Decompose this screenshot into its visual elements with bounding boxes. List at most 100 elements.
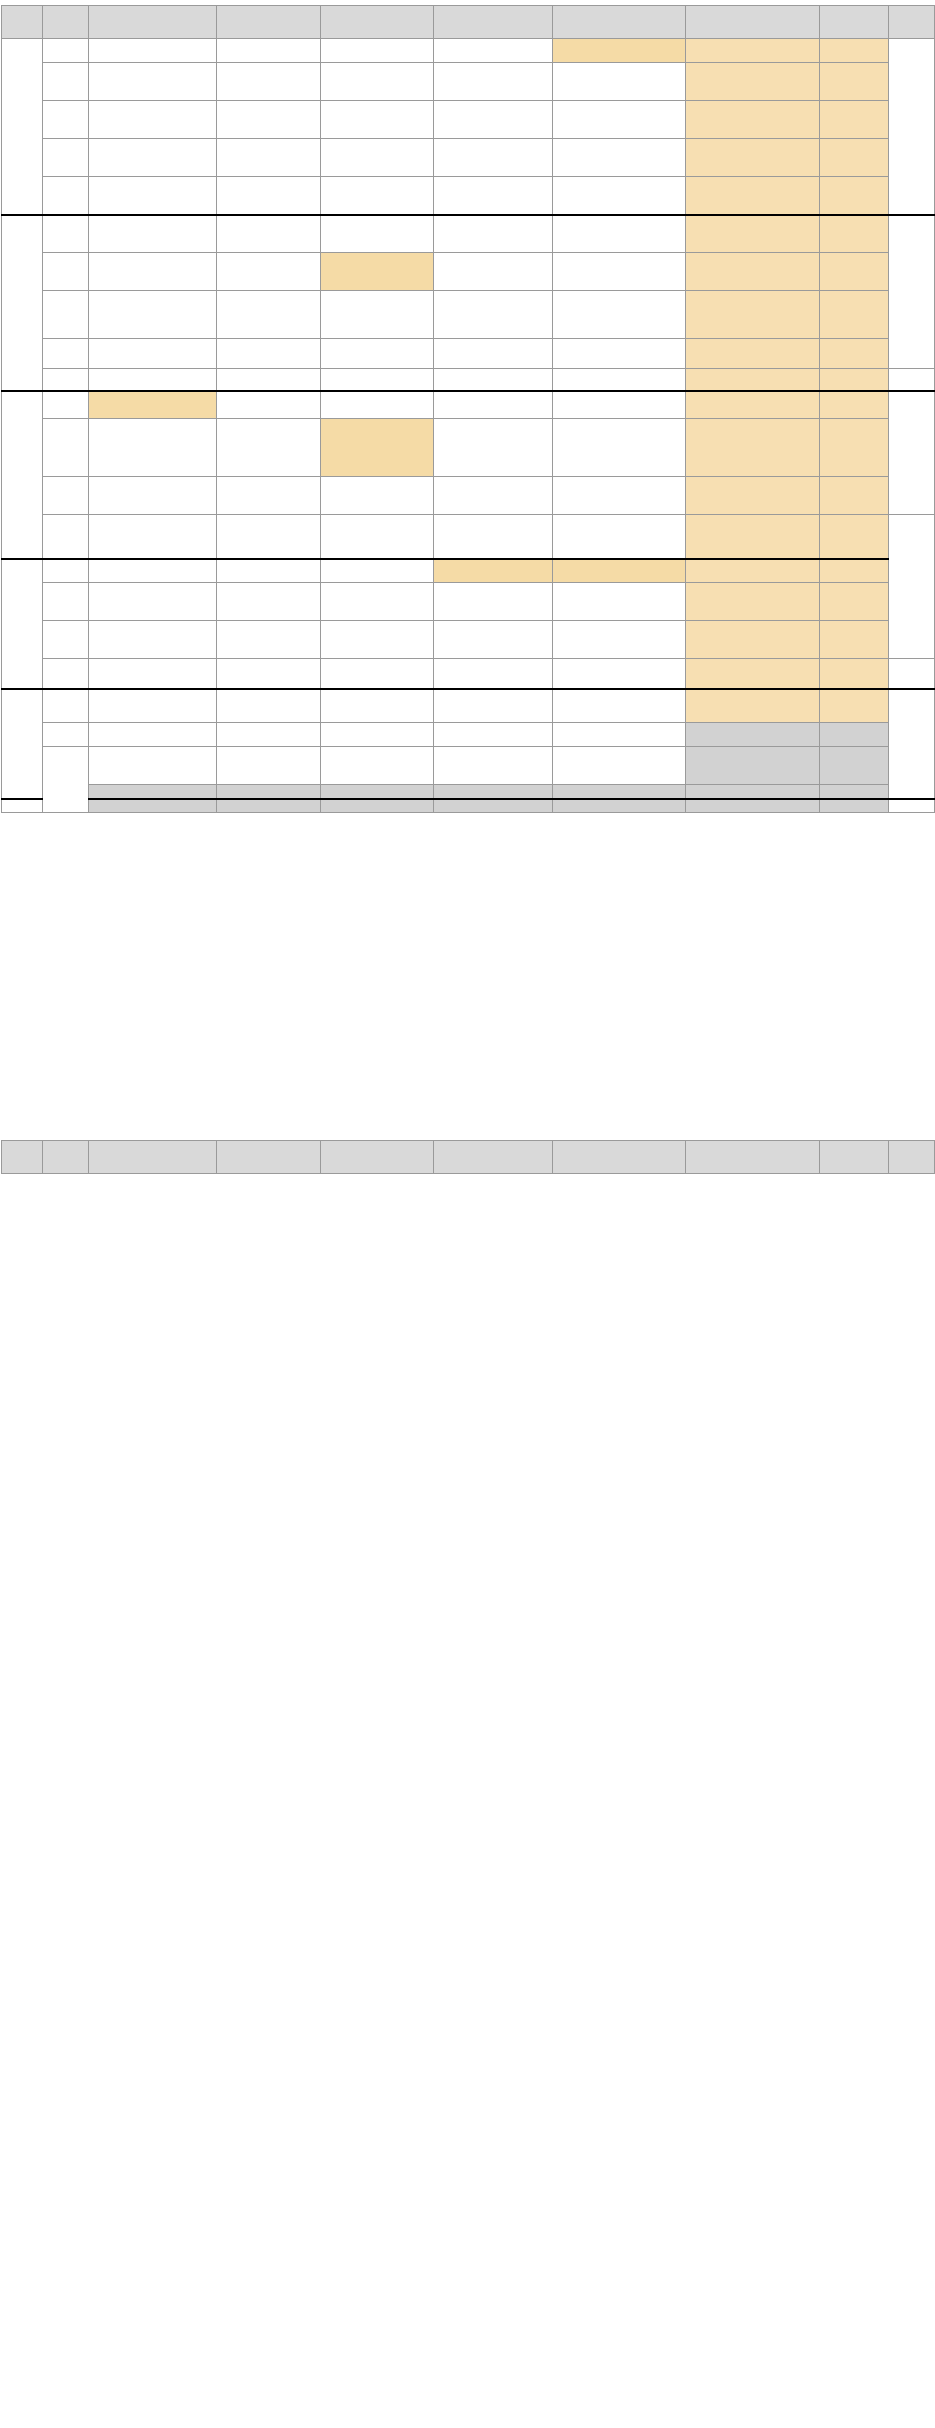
day-cell-wed[interactable] [320,514,434,559]
day-cell-tue[interactable] [216,620,321,659]
day-cell-sun[interactable] [819,138,889,177]
day-cell-fri[interactable] [552,213,686,253]
day-cell-tue[interactable] [216,746,321,785]
day-cell-sun[interactable] [819,290,889,339]
day-cell-wed[interactable] [320,62,434,101]
day-cell-wed[interactable] [320,658,434,689]
day-cell-fri[interactable] [552,100,686,139]
day-cell-thu[interactable] [433,620,553,659]
day-cell-thu[interactable] [433,290,553,339]
day-cell-tue[interactable] [216,557,321,583]
day-cell-mon[interactable] [88,476,217,515]
day-cell-sun[interactable] [819,418,889,477]
day-cell-thu[interactable] [433,389,553,419]
day-cell-thu[interactable] [433,138,553,177]
day-cell-fri[interactable] [552,252,686,291]
day-cell-thu[interactable] [433,557,553,583]
day-cell-sat[interactable] [685,797,820,813]
day-cell-tue[interactable] [216,797,321,813]
day-cell-tue[interactable] [216,290,321,339]
day-cell-sat[interactable] [685,476,820,515]
day-cell-thu[interactable] [433,476,553,515]
day-cell-mon[interactable] [88,418,217,477]
day-cell-tue[interactable] [216,368,321,391]
day-cell-sat[interactable] [685,100,820,139]
day-cell-sun[interactable] [819,62,889,101]
day-cell-sun[interactable] [819,557,889,583]
day-cell-wed[interactable] [320,746,434,785]
day-cell-mon[interactable] [88,138,217,177]
day-cell-fri[interactable] [552,476,686,515]
day-cell-thu[interactable] [433,746,553,785]
day-cell-sat[interactable] [685,582,820,621]
day-cell-sun[interactable] [819,582,889,621]
day-cell-tue[interactable] [216,687,321,723]
day-cell-fri[interactable] [552,176,686,215]
day-cell-fri[interactable] [552,290,686,339]
day-cell-wed[interactable] [320,418,434,477]
day-cell-tue[interactable] [216,476,321,515]
day-cell-mon[interactable] [88,582,217,621]
day-cell-sat[interactable] [685,138,820,177]
day-cell-mon[interactable] [88,746,217,785]
day-cell-sun[interactable] [819,389,889,419]
day-cell-sun[interactable] [819,658,889,689]
day-cell-fri[interactable] [552,620,686,659]
day-cell-fri[interactable] [552,557,686,583]
day-cell-thu[interactable] [433,368,553,391]
day-cell-sat[interactable] [685,620,820,659]
day-cell-wed[interactable] [320,368,434,391]
day-cell-fri[interactable] [552,658,686,689]
day-cell-sat[interactable] [685,658,820,689]
day-cell-mon[interactable] [88,213,217,253]
day-cell-sun[interactable] [819,784,889,799]
day-cell-mon[interactable] [88,514,217,559]
day-cell-thu[interactable] [433,514,553,559]
day-cell-wed[interactable] [320,620,434,659]
day-cell-fri[interactable] [552,722,686,747]
day-cell-sun[interactable] [819,368,889,391]
day-cell-wed[interactable] [320,138,434,177]
day-cell-wed[interactable] [320,338,434,369]
day-cell-tue[interactable] [216,722,321,747]
day-cell-tue[interactable] [216,582,321,621]
day-cell-mon[interactable] [88,797,217,813]
day-cell-tue[interactable] [216,38,321,63]
day-cell-sun[interactable] [819,100,889,139]
day-cell-fri[interactable] [552,62,686,101]
day-cell-mon[interactable] [88,687,217,723]
day-cell-wed[interactable] [320,582,434,621]
day-cell-thu[interactable] [433,418,553,477]
day-cell-fri[interactable] [552,138,686,177]
day-cell-sat[interactable] [685,368,820,391]
day-cell-sun[interactable] [819,252,889,291]
day-cell-tue[interactable] [216,389,321,419]
day-cell-thu[interactable] [433,658,553,689]
day-cell-sun[interactable] [819,797,889,813]
day-cell-fri[interactable] [552,687,686,723]
day-cell-thu[interactable] [433,797,553,813]
day-cell-tue[interactable] [216,338,321,369]
day-cell-wed[interactable] [320,687,434,723]
day-cell-fri[interactable] [552,368,686,391]
day-cell-tue[interactable] [216,138,321,177]
day-cell-thu[interactable] [433,338,553,369]
day-cell-tue[interactable] [216,514,321,559]
day-cell-sat[interactable] [685,62,820,101]
day-cell-mon[interactable] [88,368,217,391]
day-cell-fri[interactable] [552,784,686,799]
day-cell-sun[interactable] [819,338,889,369]
day-cell-wed[interactable] [320,476,434,515]
day-cell-mon[interactable] [88,290,217,339]
day-cell-sat[interactable] [685,213,820,253]
day-cell-fri[interactable] [552,389,686,419]
day-cell-tue[interactable] [216,213,321,253]
day-cell-tue[interactable] [216,784,321,799]
day-cell-thu[interactable] [433,722,553,747]
day-cell-mon[interactable] [88,620,217,659]
day-cell-sat[interactable] [685,418,820,477]
day-cell-sat[interactable] [685,252,820,291]
day-cell-sat[interactable] [685,389,820,419]
day-cell-mon[interactable] [88,100,217,139]
day-cell-wed[interactable] [320,557,434,583]
